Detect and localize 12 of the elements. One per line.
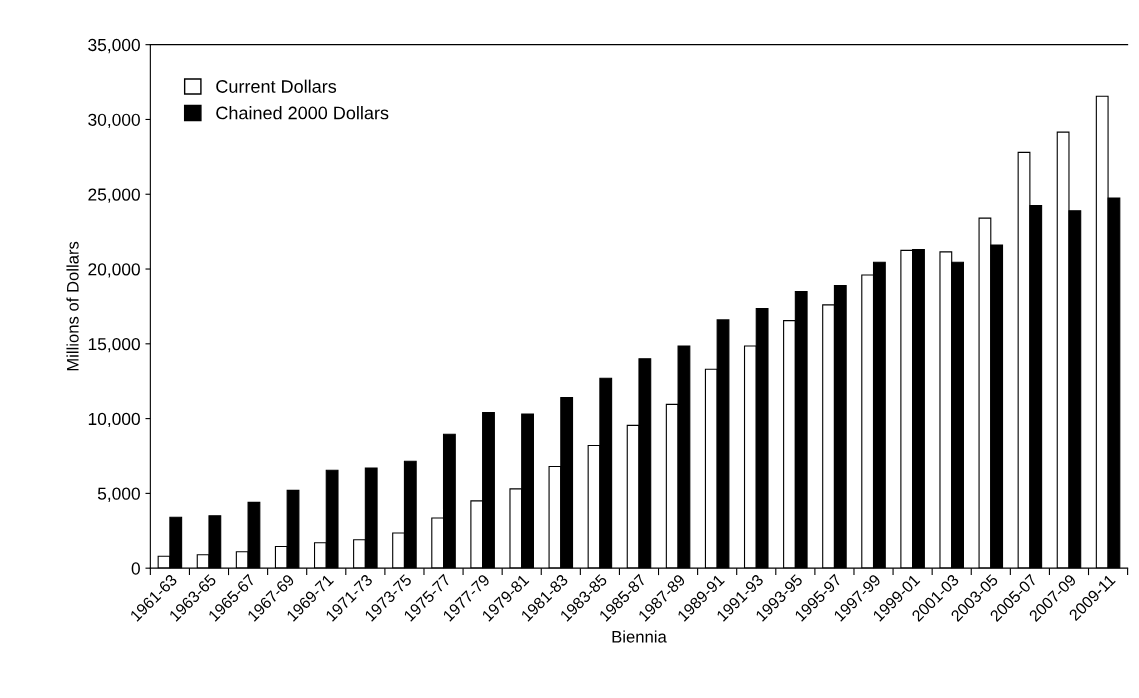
y-tick-label: 10,000 bbox=[88, 412, 140, 428]
y-tick-label: 35,000 bbox=[88, 38, 140, 54]
y-axis-title: Millions of Dollars bbox=[66, 241, 79, 371]
y-tick-label: 30,000 bbox=[88, 113, 140, 128]
x-axis-title: Biennia bbox=[612, 630, 667, 643]
y-tick-label: 15,000 bbox=[88, 337, 140, 353]
y-tick-label: 25,000 bbox=[88, 188, 140, 203]
y-tick-label: 20,000 bbox=[88, 263, 140, 278]
y-tick-label: 5,000 bbox=[97, 487, 140, 502]
legend-label: Chained 2000 Dollars bbox=[216, 106, 389, 120]
y-tick-label: 0 bbox=[131, 562, 140, 575]
legend-label: Current Dollars bbox=[216, 79, 337, 93]
